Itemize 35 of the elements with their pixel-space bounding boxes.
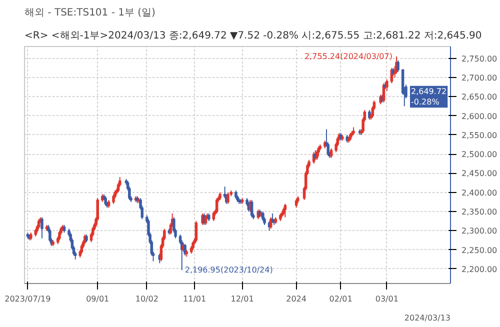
x-tick-label: 10/02 bbox=[135, 294, 158, 304]
annotation: 2,196.95(2023/10/24) bbox=[184, 266, 273, 275]
x-tick-label: 11/01 bbox=[183, 294, 206, 304]
y-tick-label: 2,350.00 bbox=[462, 208, 498, 217]
y-tick-label: 2,250.00 bbox=[462, 246, 498, 255]
y-tick-label: 2,750.00 bbox=[462, 54, 498, 64]
y-tick-label: 2,500.00 bbox=[462, 150, 498, 160]
chart-subtitle: <R> <해외-1부>2024/03/13 종:2,649.72 ▼7.52 -0.28% 시:2,675.55 고:2,681.22 저:2,645.90 bbox=[24, 30, 482, 42]
x-tick-label: 09/01 bbox=[86, 294, 110, 304]
y-tick-label: 2,200.00 bbox=[462, 264, 498, 274]
annotation: 2,755.24(2024/03/07) bbox=[304, 52, 392, 61]
candlestick bbox=[37, 218, 40, 230]
candlestick bbox=[58, 230, 61, 241]
text: 2024/03/13 bbox=[404, 314, 450, 322]
chart-title: 해외 - TSE:TS101 - 1부 (일) bbox=[24, 8, 156, 18]
candlestick bbox=[317, 146, 320, 156]
y-tick-label: 2,650.00 bbox=[462, 92, 498, 102]
x-tick-label: 2023/07/19 bbox=[4, 294, 51, 304]
candlestick bbox=[194, 220, 198, 243]
candlestick bbox=[316, 150, 318, 160]
x-tick-label: 2024 bbox=[286, 294, 306, 304]
candlestick bbox=[112, 194, 115, 204]
y-tick-label: 2,600.00 bbox=[462, 112, 498, 121]
y-tick-label: 2,450.00 bbox=[462, 169, 498, 178]
annotation: 2,649.72 -0.28% bbox=[410, 86, 447, 107]
candlestick bbox=[48, 228, 52, 243]
y-tick-label: 2,700.00 bbox=[462, 74, 498, 83]
x-tick-label: 12/01 bbox=[230, 294, 254, 304]
candlestick bbox=[104, 196, 107, 206]
x-tick-label: 03/01 bbox=[375, 294, 398, 304]
y-tick-label: 2,300.00 bbox=[462, 226, 498, 236]
x-tick-label: 02/01 bbox=[329, 294, 352, 304]
y-tick-label: 2,400.00 bbox=[462, 188, 498, 198]
candlestick bbox=[396, 60, 400, 72]
y-tick-label: 2,550.00 bbox=[462, 130, 498, 140]
